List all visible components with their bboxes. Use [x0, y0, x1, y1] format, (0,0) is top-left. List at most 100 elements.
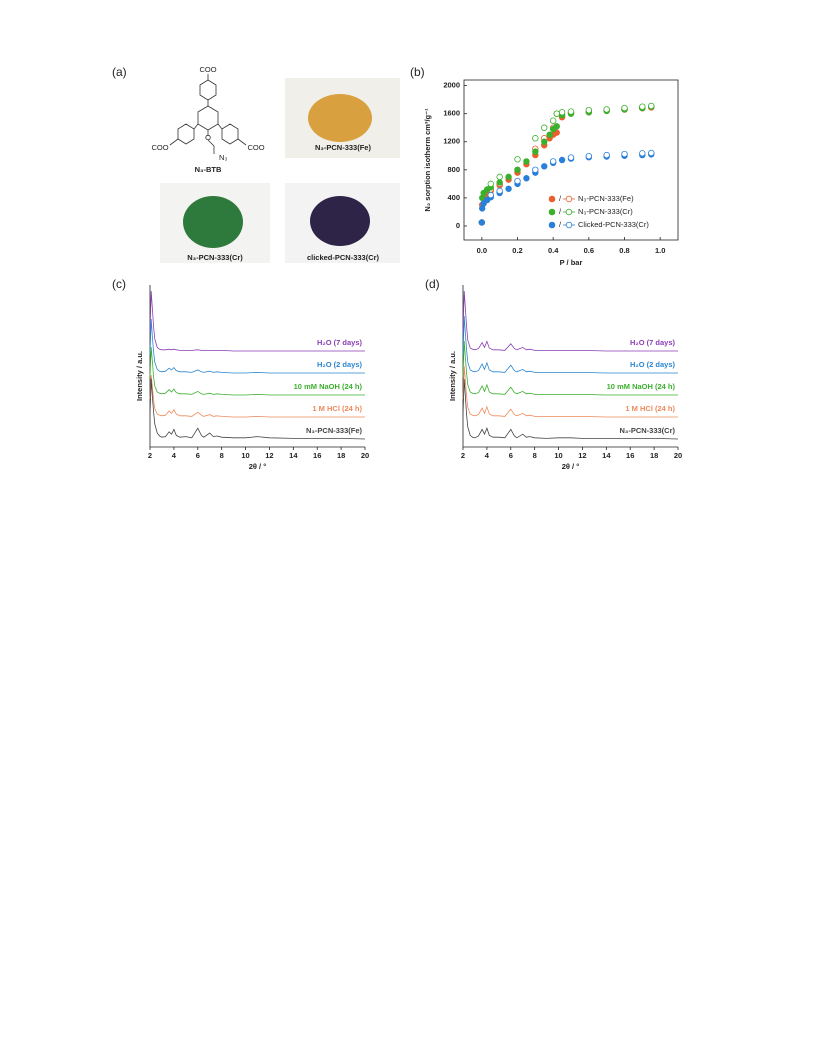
legend-marker	[565, 221, 573, 229]
y-tick-label: 1200	[443, 137, 460, 146]
y-tick-label: 0	[456, 221, 460, 230]
powder-fe	[308, 94, 372, 142]
x-tick-label: 14	[289, 451, 298, 460]
x-tick-label: 0.0	[477, 246, 487, 255]
xrd-trace	[462, 340, 678, 396]
x-tick-label: 18	[650, 451, 658, 460]
y-tick-label: 1600	[443, 109, 460, 118]
adsorption-point	[478, 219, 486, 226]
adsorption-point	[523, 175, 530, 182]
x-tick-label: 8	[220, 451, 224, 460]
trace-label: H₂O (7 days)	[317, 338, 363, 347]
x-tick-label: 16	[313, 451, 321, 460]
trace-label: H₂O (7 days)	[630, 338, 676, 347]
legend-label: Clicked-PCN-333(Cr)	[578, 220, 649, 229]
x-tick-label: 18	[337, 451, 345, 460]
desorption-point	[639, 103, 646, 110]
x-tick-label: 10	[241, 451, 249, 460]
y-axis-title: Intensity / a.u.	[135, 351, 144, 401]
desorption-point	[496, 187, 503, 195]
xrd-trace	[149, 378, 366, 440]
desorption-point	[648, 149, 655, 157]
desorption-point	[603, 151, 610, 159]
adsorption-point	[541, 163, 548, 170]
x-tick-label: 12	[265, 451, 273, 460]
desorption-point	[621, 150, 628, 158]
xrd-trace	[149, 374, 365, 418]
adsorption-point	[505, 185, 512, 192]
desorption-point	[639, 150, 646, 157]
xrd-trace	[462, 378, 679, 440]
desorption-point	[514, 156, 521, 163]
y-axis-title: Intensity / a.u.	[448, 351, 457, 401]
adsorption-point	[541, 138, 548, 145]
x-tick-label: 10	[554, 451, 562, 460]
x-tick-label: 20	[674, 451, 682, 460]
x-tick-label: 16	[626, 451, 634, 460]
x-tick-label: 12	[578, 451, 586, 460]
desorption-point	[487, 191, 494, 199]
adsorption-point	[514, 166, 521, 174]
powder-cr	[183, 196, 243, 248]
trace-label: N₃-PCN-333(Fe)	[306, 426, 362, 435]
desorption-point	[585, 152, 593, 160]
y-tick-label: 800	[447, 165, 460, 174]
desorption-point	[603, 106, 610, 113]
desorption-point	[585, 106, 593, 114]
xrd-trace	[149, 346, 365, 396]
trace-label: H₂O (2 days)	[317, 360, 363, 369]
legend-marker	[548, 221, 556, 229]
xrd-trace	[462, 290, 678, 352]
adsorption-point	[553, 123, 560, 130]
x-axis-title: 2θ / °	[249, 462, 266, 471]
x-tick-label: 2	[148, 451, 152, 460]
y-tick-label: 2000	[443, 81, 460, 90]
x-tick-label: 8	[533, 451, 537, 460]
xrd-trace	[462, 365, 678, 418]
legend-label: N₃-PCN-333(Cr)	[578, 207, 633, 216]
x-tick-label: 6	[196, 451, 200, 460]
x-tick-label: 4	[172, 451, 177, 460]
panel-label: (a)	[112, 65, 127, 79]
xrd-trace	[149, 290, 365, 352]
adsorption-point	[546, 131, 553, 138]
x-tick-label: 4	[485, 451, 490, 460]
x-tick-label: 0.6	[584, 246, 594, 255]
desorption-point	[567, 108, 575, 115]
structure-label: COO	[247, 143, 264, 152]
desorption-point	[549, 158, 557, 165]
legend-marker	[565, 208, 573, 216]
photo-caption: N₃-PCN-333(Fe)	[315, 143, 371, 152]
desorption-point	[558, 109, 566, 116]
desorption-point	[553, 110, 560, 117]
photo-caption: clicked-PCN-333(Cr)	[307, 253, 380, 262]
structure-label: COO	[151, 143, 168, 152]
trace-label: N₃-PCN-333(Cr)	[619, 426, 675, 435]
x-tick-label: 20	[361, 451, 369, 460]
panel-label: (c)	[112, 277, 126, 291]
x-tick-label: 14	[602, 451, 611, 460]
desorption-point	[567, 154, 575, 161]
adsorption-point	[532, 148, 539, 155]
x-tick-label: 2	[461, 451, 465, 460]
x-tick-label: 0.2	[512, 246, 522, 255]
desorption-point	[532, 166, 539, 174]
molecule-name: N₃-BTB	[195, 165, 222, 174]
adsorption-point	[505, 173, 512, 181]
y-axis-title: N₂ sorption isotherm cm³/g⁻¹	[423, 108, 432, 212]
legend-marker	[548, 208, 556, 216]
trace-label: 10 mM NaOH (24 h)	[294, 382, 363, 391]
trace-label: H₂O (2 days)	[630, 360, 676, 369]
structure-label: N₃	[219, 153, 227, 162]
desorption-point	[487, 180, 494, 188]
adsorption-point	[523, 158, 530, 165]
legend-marker	[565, 195, 573, 203]
adsorption-point	[496, 179, 503, 186]
adsorption-point	[558, 156, 566, 164]
powder-clicked	[310, 196, 370, 246]
legend-marker	[548, 195, 556, 203]
desorption-point	[549, 117, 557, 124]
x-tick-label: 0.8	[619, 246, 629, 255]
atom: O	[205, 133, 211, 142]
